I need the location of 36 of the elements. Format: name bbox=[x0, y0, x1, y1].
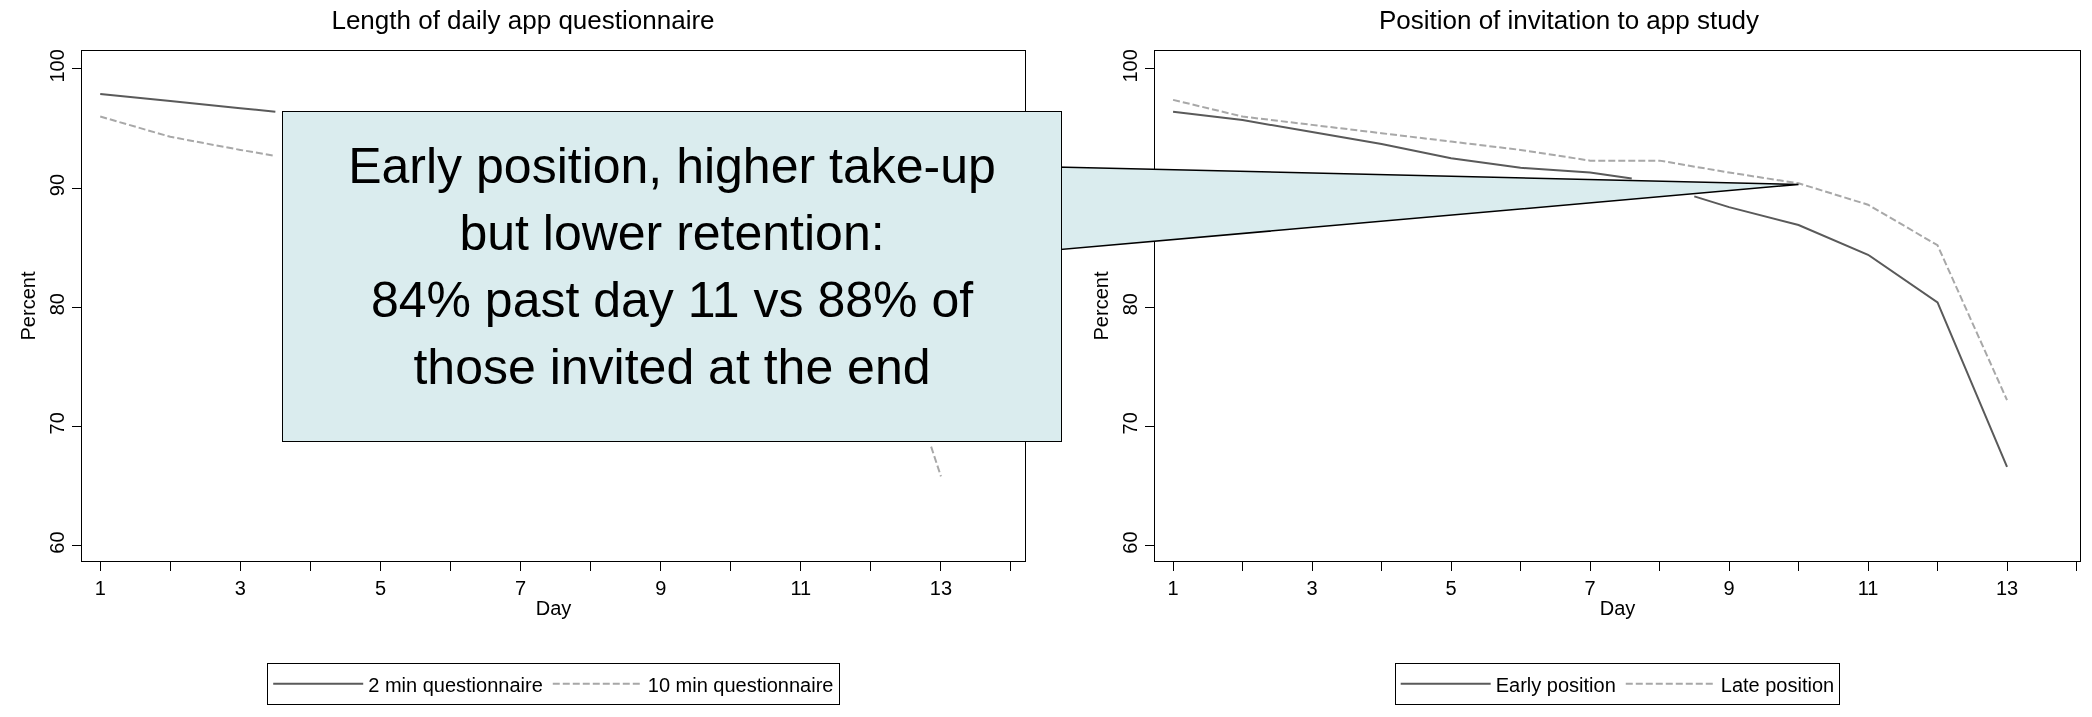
x-tick-label: 1 bbox=[1167, 577, 1179, 600]
y-axis-title: Percent bbox=[17, 271, 40, 341]
x-tick-label: 7 bbox=[515, 577, 527, 600]
chart-title: Position of invitation to app study bbox=[1378, 4, 1760, 35]
y-tick-label: 60 bbox=[45, 531, 68, 554]
y-tick-label: 70 bbox=[45, 412, 68, 435]
line-series bbox=[99, 92, 277, 113]
y-axis-title: Percent bbox=[1090, 271, 1113, 341]
y-tick-label: 100 bbox=[45, 49, 68, 83]
legend-label: 10 min questionnaire bbox=[647, 673, 834, 696]
x-axis-title: Day bbox=[1599, 596, 1636, 619]
line-series bbox=[1172, 98, 2009, 402]
x-tick-label: 3 bbox=[1306, 577, 1318, 600]
legend-label: Early position bbox=[1495, 673, 1616, 696]
legend-label: Late position bbox=[1720, 673, 1835, 696]
x-tick-label: 9 bbox=[655, 577, 667, 600]
x-tick-label: 1 bbox=[94, 577, 106, 600]
x-tick-label: 3 bbox=[234, 577, 246, 600]
x-tick-label: 11 bbox=[790, 577, 812, 600]
x-tick-label: 13 bbox=[1995, 577, 2019, 600]
x-axis-title: Day bbox=[535, 596, 572, 619]
x-tick-label: 11 bbox=[1857, 577, 1879, 600]
y-tick-label: 70 bbox=[1118, 412, 1141, 435]
annotation: Early position, higher take-up but lower retention: 84% past day 11 vs 88% of those invited at the end bbox=[282, 111, 1062, 442]
x-tick-label: 5 bbox=[374, 577, 387, 600]
y-tick-label: 60 bbox=[1118, 531, 1141, 554]
chart-title: Length of daily app questionnaire bbox=[331, 4, 715, 35]
y-tick-label: 100 bbox=[1118, 49, 1141, 83]
x-tick-label: 5 bbox=[1445, 577, 1457, 600]
y-tick-label: 80 bbox=[45, 293, 68, 316]
y-tick-label: 80 bbox=[1118, 293, 1141, 316]
x-tick-label: 9 bbox=[1723, 577, 1735, 600]
x-tick-label: 13 bbox=[929, 577, 953, 600]
y-tick-label: 90 bbox=[45, 173, 68, 197]
legend-label: 2 min questionnaire bbox=[368, 673, 543, 696]
x-tick-label: 7 bbox=[1584, 577, 1596, 600]
